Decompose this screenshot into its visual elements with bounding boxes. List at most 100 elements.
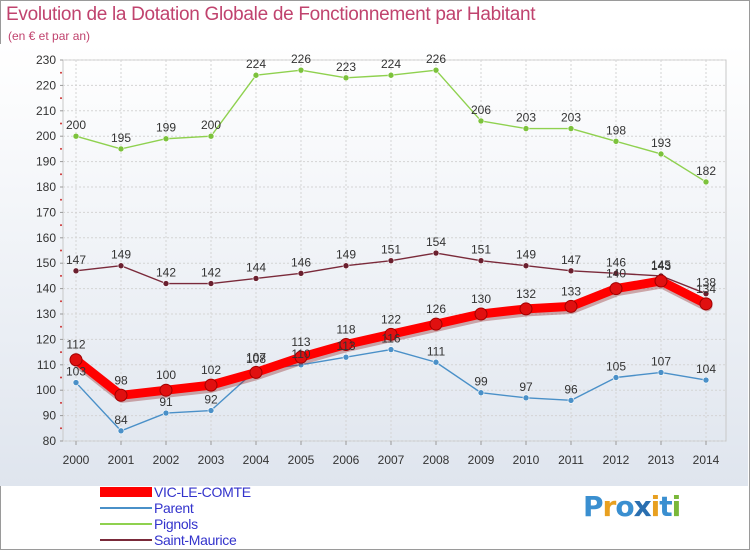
data-label-saint-maurice: 151 (381, 243, 401, 257)
data-label-vic-le-comte: 134 (696, 282, 716, 296)
data-point-parent (657, 369, 665, 376)
data-point-vic-le-comte (114, 388, 128, 402)
y-tick-label: 150 (36, 256, 56, 270)
data-point-saint-maurice (387, 257, 395, 264)
x-tick-label: 2003 (198, 453, 225, 467)
data-label-pignols: 224 (381, 57, 401, 71)
data-label-vic-le-comte: 107 (246, 350, 266, 364)
data-label-saint-maurice: 145 (651, 258, 671, 272)
plot-border (62, 59, 727, 442)
y-minor-dot (60, 224, 62, 227)
data-point-pignols (72, 132, 80, 140)
data-label-saint-maurice: 146 (606, 255, 626, 269)
legend-swatch-saint-maurice (100, 539, 152, 541)
data-label-parent: 113 (336, 339, 355, 353)
data-point-parent (522, 394, 530, 402)
data-point-parent (612, 374, 620, 381)
data-point-vic-le-comte (249, 365, 263, 379)
data-point-pignols (702, 178, 710, 186)
data-point-vic-le-comte (474, 307, 488, 321)
data-point-saint-maurice (522, 262, 530, 270)
data-point-parent (117, 427, 125, 435)
data-label-vic-le-comte: 133 (561, 284, 581, 298)
data-point-saint-maurice (477, 257, 485, 264)
data-point-pignols (657, 150, 665, 158)
data-label-parent: 91 (159, 395, 173, 409)
data-point-saint-maurice (252, 275, 260, 282)
x-tick-label: 2011 (558, 453, 584, 467)
data-label-parent: 104 (696, 362, 716, 376)
data-label-vic-le-comte: 143 (651, 259, 671, 273)
data-point-pignols (252, 71, 260, 79)
y-minor-dot (60, 147, 62, 150)
data-label-parent: 107 (651, 354, 671, 368)
legend-label-vic-le-comte: VIC-LE-COMTE (154, 484, 251, 500)
axis-layer: 8090100110120130140150160170180190200210… (36, 53, 720, 467)
data-label-vic-le-comte: 118 (336, 322, 355, 336)
legend-item-pignols: Pignols (100, 516, 400, 532)
data-label-pignols: 224 (246, 57, 266, 71)
legend-swatch-pignols (100, 523, 152, 525)
data-label-pignols: 193 (651, 136, 671, 150)
y-tick-label: 180 (36, 180, 56, 194)
data-label-parent: 111 (427, 344, 446, 358)
data-label-pignols: 198 (606, 123, 626, 137)
data-point-parent (162, 409, 170, 417)
data-point-vic-le-comte (429, 317, 443, 331)
data-point-pignols (522, 125, 530, 132)
legend-swatch-vic-le-comte (100, 487, 152, 497)
y-minor-dot (60, 300, 62, 303)
data-point-parent (342, 353, 350, 361)
x-tick-label: 2002 (153, 453, 180, 467)
data-label-saint-maurice: 149 (516, 248, 536, 262)
data-label-pignols: 182 (696, 164, 716, 178)
x-tick-label: 2000 (63, 453, 90, 467)
x-tick-label: 2005 (288, 453, 315, 467)
data-point-parent (72, 379, 80, 386)
y-minor-dot (60, 249, 62, 252)
data-label-pignols: 226 (291, 52, 311, 66)
data-point-parent (207, 407, 215, 414)
data-label-saint-maurice: 147 (561, 253, 581, 267)
data-point-vic-le-comte (159, 383, 173, 397)
data-point-vic-le-comte (384, 327, 398, 341)
data-label-pignols: 203 (561, 111, 581, 125)
data-point-saint-maurice (342, 262, 350, 270)
data-point-vic-le-comte (204, 378, 218, 392)
data-point-vic-le-comte (294, 350, 308, 364)
logo-letter: P (583, 490, 604, 523)
legend-swatch-parent (100, 507, 152, 509)
y-tick-label: 100 (36, 383, 56, 397)
x-tick-label: 2010 (513, 453, 540, 467)
data-label-saint-maurice: 138 (696, 276, 716, 290)
y-tick-label: 90 (43, 409, 57, 423)
data-point-vic-le-comte (339, 337, 353, 351)
data-label-parent: 103 (66, 365, 86, 379)
data-point-pignols (387, 71, 395, 79)
y-minor-dot (60, 198, 62, 201)
data-point-vic-le-comte (654, 274, 668, 288)
y-tick-label: 210 (36, 104, 56, 118)
legend-label-pignols: Pignols (154, 516, 198, 532)
data-label-saint-maurice: 149 (111, 248, 131, 262)
x-tick-label: 2008 (423, 453, 450, 467)
data-label-pignols: 226 (426, 52, 446, 66)
data-label-pignols: 203 (516, 111, 536, 125)
logo-letter: o (615, 490, 634, 523)
data-point-pignols (342, 74, 350, 82)
y-minor-dot (60, 274, 62, 277)
data-point-pignols (432, 66, 440, 74)
data-point-pignols (567, 125, 575, 132)
data-label-parent: 99 (474, 375, 488, 389)
data-point-parent (567, 397, 575, 404)
data-label-saint-maurice: 151 (471, 243, 491, 257)
data-point-pignols (477, 117, 485, 125)
data-point-vic-le-comte (519, 302, 533, 316)
data-label-saint-maurice: 142 (156, 266, 176, 280)
logo-letter: i (650, 490, 661, 523)
y-minor-dot (60, 427, 62, 430)
data-label-saint-maurice: 144 (246, 260, 266, 274)
y-tick-label: 140 (36, 282, 56, 296)
data-point-saint-maurice (162, 280, 170, 287)
data-point-parent (702, 376, 710, 384)
